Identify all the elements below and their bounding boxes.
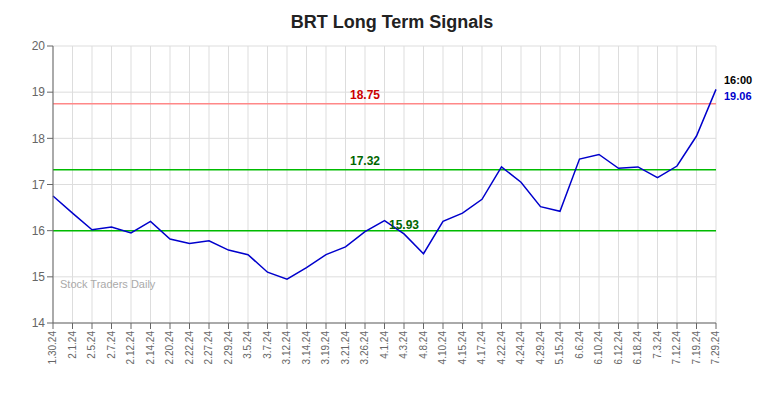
html-text:Stock Traders Daily: Stock Traders Daily [60,278,156,290]
svg-text:6.6.24: 6.6.24 [574,331,585,359]
svg-text:18: 18 [32,132,46,146]
svg-text:3.7.24: 3.7.24 [262,331,273,359]
svg-text:3.21.24: 3.21.24 [340,331,351,365]
svg-text:18.75: 18.75 [350,88,380,102]
svg-text:17.32: 17.32 [350,154,380,168]
svg-text:4.8.24: 4.8.24 [418,331,429,359]
svg-text:15.93: 15.93 [389,218,419,232]
svg-text:14: 14 [32,316,46,330]
svg-text:2.22.24: 2.22.24 [184,331,195,365]
svg-text:4.17.24: 4.17.24 [476,331,487,365]
svg-text:2.12.24: 2.12.24 [125,331,136,365]
svg-text:4.15.24: 4.15.24 [457,331,468,365]
svg-text:2.27.24: 2.27.24 [203,331,214,365]
svg-text:7.19.24: 7.19.24 [691,331,702,365]
svg-text:2.7.24: 2.7.24 [106,331,117,359]
svg-text:6.10.24: 6.10.24 [593,331,604,365]
svg-text:4.22.24: 4.22.24 [496,331,507,365]
svg-text:7.29.24: 7.29.24 [710,331,721,365]
svg-text:19.06: 19.06 [724,90,752,102]
svg-text:7.3.24: 7.3.24 [652,331,663,359]
svg-text:16:00: 16:00 [724,74,752,86]
svg-text:17: 17 [32,178,46,192]
svg-text:6.18.24: 6.18.24 [632,331,643,365]
svg-text:15: 15 [32,270,46,284]
svg-text:2.5.24: 2.5.24 [86,331,97,359]
svg-text:4.29.24: 4.29.24 [535,331,546,365]
svg-text:3.5.24: 3.5.24 [242,331,253,359]
svg-text:2.1.24: 2.1.24 [67,331,78,359]
svg-text:7.12.24: 7.12.24 [671,331,682,365]
svg-text:5.15.24: 5.15.24 [554,331,565,365]
svg-text:3.26.24: 3.26.24 [359,331,370,365]
svg-text:2.20.24: 2.20.24 [164,331,175,365]
svg-text:4.3.24: 4.3.24 [398,331,409,359]
svg-text:3.19.24: 3.19.24 [320,331,331,365]
svg-text:3.14.24: 3.14.24 [301,331,312,365]
svg-text:4.1.24: 4.1.24 [379,331,390,359]
svg-text:19: 19 [32,85,46,99]
svg-text:2.29.24: 2.29.24 [223,331,234,365]
svg-text:4.24.24: 4.24.24 [515,331,526,365]
svg-text:16: 16 [32,224,46,238]
svg-text:4.10.24: 4.10.24 [437,331,448,365]
svg-text:1.30.24: 1.30.24 [47,331,58,365]
svg-text:6.12.24: 6.12.24 [613,331,624,365]
html-text:BRT Long Term Signals: BRT Long Term Signals [290,12,494,32]
svg-text:20: 20 [32,39,46,53]
svg-text:2.14.24: 2.14.24 [145,331,156,365]
svg-text:3.12.24: 3.12.24 [281,331,292,365]
